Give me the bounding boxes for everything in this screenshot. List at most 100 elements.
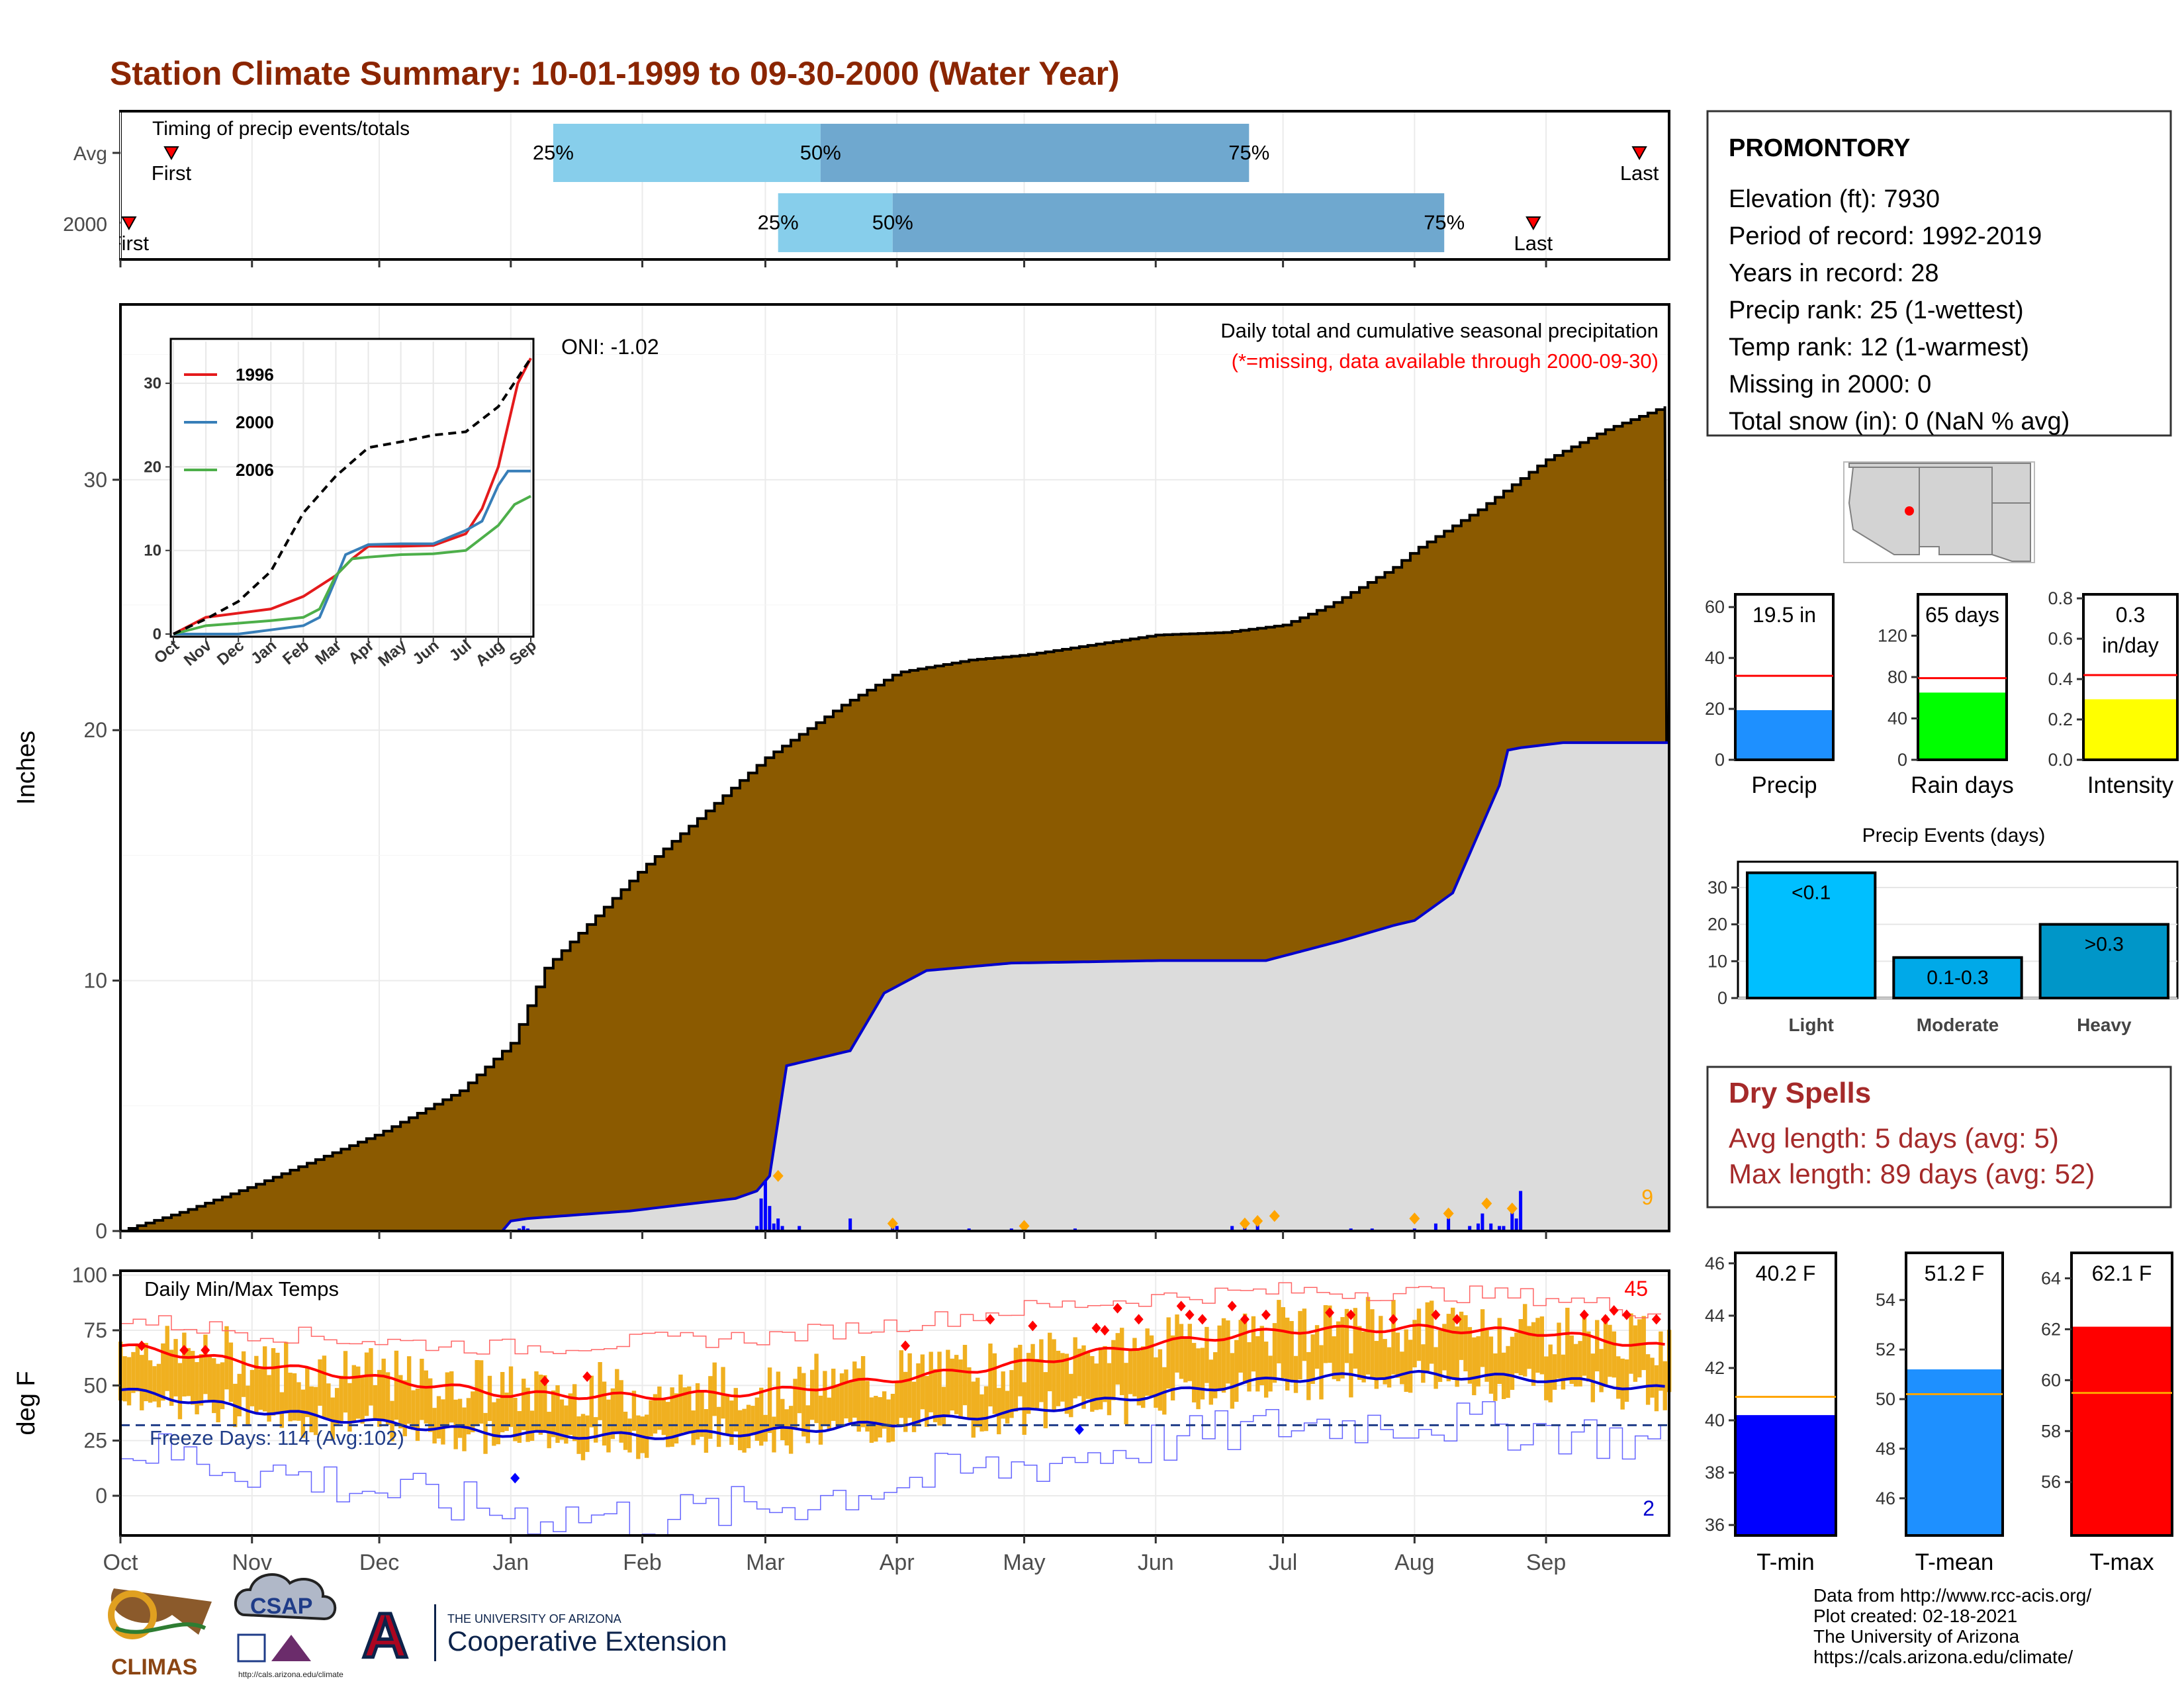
daily-temp-range-bar: [1645, 1354, 1651, 1405]
daily-temp-range-bar: [1094, 1363, 1099, 1410]
daily-temp-range-bar: [1328, 1305, 1332, 1363]
daily-temp-range-bar: [517, 1411, 522, 1443]
daily-temp-range-bar: [1293, 1355, 1298, 1393]
daily-temp-range-bar: [1319, 1345, 1324, 1400]
record-high-mark: [1176, 1301, 1186, 1312]
daily-temp-range-bar: [1141, 1346, 1146, 1408]
daily-temp-range-bar: [1379, 1316, 1383, 1379]
record-high-mark: [1579, 1309, 1589, 1320]
daily-temp-range-bar: [976, 1377, 980, 1428]
daily-temp-range-bar: [237, 1373, 242, 1417]
dry-spells-avg: Avg length: 5 days (avg: 5): [1729, 1122, 2059, 1154]
daily-temp-range-bar: [241, 1351, 246, 1397]
daily-temp-range-bar: [1043, 1372, 1048, 1429]
daily-precip-bar: [1514, 1218, 1518, 1231]
main-precip-panel: 0 10 20 30 Inches Daily total and cumulativ…: [13, 303, 1671, 1243]
timing-first-marker: [163, 146, 179, 161]
daily-temp-range-bar: [852, 1361, 857, 1418]
daily-temp-range-bar: [415, 1388, 420, 1441]
ua-big-text: Cooperative Extension: [447, 1625, 727, 1657]
extreme-precip-mark: [1252, 1214, 1263, 1227]
timing-pct-25: 25%: [758, 211, 799, 234]
daily-temp-range-bar: [751, 1406, 755, 1436]
record-high-mark: [1227, 1301, 1237, 1312]
daily-temp-range-bar: [1484, 1330, 1489, 1382]
t-max-ytick-label: 62: [2041, 1319, 2061, 1339]
daily-temp-range-bar: [971, 1381, 976, 1438]
station-missing: Missing in 2000: 0: [1729, 371, 1931, 398]
daily-temp-range-bar: [1383, 1339, 1387, 1385]
daily-temp-range-bar: [1518, 1319, 1524, 1375]
t-min-bar: [1735, 1415, 1836, 1535]
daily-temp-range-bar: [334, 1388, 340, 1426]
record-high-mark: [582, 1371, 592, 1382]
daily-temp-range-bar: [258, 1369, 263, 1410]
daily-temp-range-bar: [1353, 1308, 1357, 1369]
daily-precip-bar: [895, 1226, 899, 1231]
rain-days-bar: [1918, 692, 2007, 760]
t-max-ytick-label: 60: [2041, 1370, 2061, 1390]
daily-temp-range-bar: [1582, 1312, 1587, 1376]
daily-temp-range-bar: [1455, 1326, 1459, 1387]
main-ytick-label: 30: [83, 468, 107, 492]
daily-temp-range-bar: [1034, 1359, 1040, 1408]
extreme-count-label: 9: [1641, 1185, 1653, 1209]
daily-precip-bar: [1498, 1226, 1502, 1231]
daily-temp-range-bar: [177, 1363, 183, 1420]
daily-temp-range-bar: [1412, 1320, 1417, 1367]
climas-logo: CLIMAS: [108, 1588, 212, 1680]
daily-temp-range-bar: [1145, 1328, 1150, 1396]
t-min-value-label: 40.2 F: [1756, 1261, 1816, 1285]
daily-temp-range-bar: [462, 1407, 467, 1451]
daily-temp-range-bar: [1009, 1370, 1014, 1418]
record-high-mark: [201, 1345, 210, 1355]
daily-temp-range-bar: [1332, 1336, 1336, 1379]
daily-temp-range-bar: [818, 1395, 823, 1445]
precip-total-ytick-label: 20: [1705, 699, 1725, 719]
ua-small-text: THE UNIVERSITY OF ARIZONA: [447, 1612, 621, 1625]
daily-temp-range-bar: [1306, 1351, 1311, 1400]
daily-temp-range-bar: [1361, 1331, 1366, 1383]
climas-sun: [108, 1590, 157, 1639]
daily-precip-bar: [1468, 1226, 1472, 1231]
daily-temp-range-bar: [402, 1380, 407, 1437]
events-bar-label: <0.1: [1792, 882, 1831, 904]
t-mean-category-label: T-mean: [1915, 1549, 1994, 1575]
month-label: Jun: [1138, 1550, 1174, 1575]
daily-temp-range-bar: [733, 1388, 738, 1432]
daily-temp-range-bar: [678, 1374, 683, 1436]
inset-ytick-label: 10: [144, 542, 161, 560]
daily-temp-range-bar: [911, 1381, 917, 1432]
daily-temp-range-bar: [610, 1388, 615, 1440]
daily-temp-range-bar: [950, 1358, 954, 1411]
oni-label: ONI: -1.02: [561, 335, 659, 359]
daily-temp-range-bar: [313, 1387, 318, 1436]
daily-temp-range-bar: [148, 1360, 153, 1403]
daily-temp-range-bar: [330, 1397, 335, 1440]
daily-temp-range-bar: [161, 1343, 165, 1401]
daily-temp-range-bar: [195, 1362, 199, 1414]
main-title: Daily total and cumulative seasonal prec…: [1220, 319, 1659, 342]
temp-ytick-label: 25: [83, 1429, 107, 1453]
daily-temp-range-bar: [1476, 1336, 1480, 1387]
footer-line-university: The University of Arizona: [1813, 1626, 2020, 1647]
events-bar-label: >0.3: [2085, 934, 2124, 956]
daily-temp-range-bar: [649, 1400, 653, 1437]
station-info-frame: [1706, 110, 2172, 437]
daily-temp-range-bar: [1629, 1313, 1633, 1374]
inset-legend-label: 2006: [236, 460, 274, 480]
daily-precip-bar: [1510, 1211, 1514, 1231]
daily-temp-range-bar: [449, 1371, 454, 1423]
daily-temp-range-bar: [279, 1392, 285, 1428]
daily-temp-range-bar: [1281, 1307, 1286, 1379]
events-ytick-label: 20: [1707, 915, 1727, 935]
daily-temp-range-bar: [1196, 1348, 1201, 1410]
daily-temp-range-bar: [441, 1399, 445, 1445]
daily-temp-range-bar: [1221, 1318, 1226, 1393]
daily-temp-range-bar: [1128, 1349, 1133, 1394]
timing-left-mask: [0, 199, 119, 258]
freeze-days-label: Freeze Days: 114 (Avg:102): [150, 1426, 404, 1449]
daily-temp-range-bar: [513, 1397, 518, 1441]
daily-temp-range-bar: [1136, 1350, 1142, 1406]
station-precip-rank: Precip rank: 25 (1-wettest): [1729, 297, 2024, 324]
